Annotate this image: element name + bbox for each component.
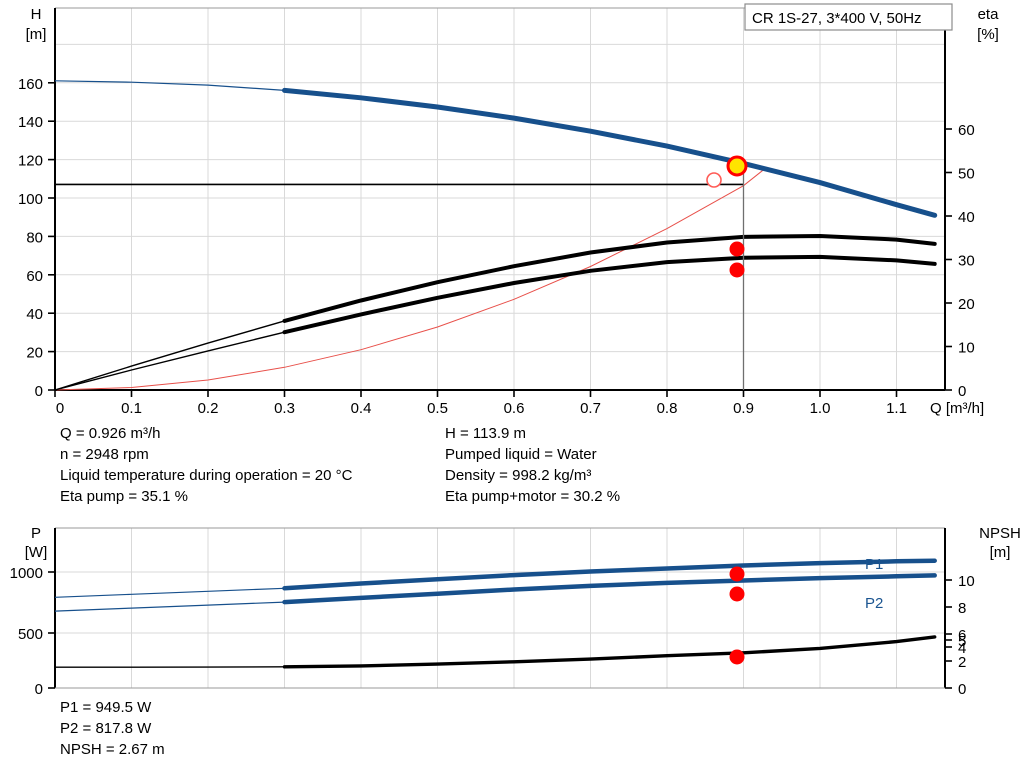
top-y-axis-title-line2: [m] — [26, 26, 47, 43]
duty-info-left-0: Q = 0.926 m³/h — [60, 425, 160, 442]
top-y-tick-40: 40 — [26, 306, 43, 323]
top-chart-right-ticks — [945, 128, 952, 391]
eta-pump-motor-curve — [282, 254, 937, 335]
bottom-right-tick-2: 2 — [958, 654, 966, 671]
p1-curve — [282, 558, 937, 591]
bottom-chart-right-ticks — [945, 579, 952, 689]
p2-curve-thin — [54, 601, 285, 612]
npsh-point-marker[interactable] — [729, 649, 745, 665]
bottom-chart: 0 500 1000 P [W] 0 2 4 5 6 8 10 NPSH [m] — [10, 525, 1021, 698]
bottom-right-tick-8: 8 — [958, 600, 966, 617]
chart-title-box — [744, 3, 953, 31]
eta-pump-motor-point-marker[interactable] — [729, 262, 745, 278]
duty-info-left-1: n = 2948 rpm — [60, 446, 149, 463]
top-right-tick-0: 0 — [958, 383, 966, 400]
top-y-tick-140: 140 — [18, 114, 43, 131]
bottom-right-axis-title-line1: NPSH — [979, 525, 1021, 542]
top-x-tick-06: 0.6 — [504, 400, 525, 417]
top-right-tick-30: 30 — [958, 253, 975, 270]
top-x-tick-02: 0.2 — [198, 400, 219, 417]
top-right-tick-50: 50 — [958, 166, 975, 183]
top-y-tick-160: 160 — [18, 76, 43, 93]
duty-info-left-2: Liquid temperature during operation = 20… — [60, 467, 353, 484]
top-y-tick-80: 80 — [26, 229, 43, 246]
bottom-right-tick-6: 6 — [958, 627, 966, 644]
bottom-chart-grid-vertical — [131, 528, 897, 688]
bottom-y-tick-0: 0 — [35, 681, 43, 698]
top-chart-grid-vertical — [131, 8, 897, 390]
duty-info-right-3: Eta pump+motor = 30.2 % — [445, 488, 620, 505]
top-x-tick-07: 0.7 — [580, 400, 601, 417]
eta-pump-point-marker[interactable] — [729, 241, 745, 257]
bottom-y-tick-1000: 1000 — [10, 565, 43, 582]
bottom-right-axis-title-line2: [m] — [990, 544, 1011, 561]
top-chart-x-ticks — [54, 390, 898, 397]
top-y-tick-100: 100 — [18, 191, 43, 208]
head-curve — [282, 87, 938, 218]
top-x-tick-11: 1.1 — [886, 400, 907, 417]
top-x-tick-08: 0.8 — [657, 400, 678, 417]
power-info-0: P1 = 949.5 W — [60, 699, 152, 716]
top-x-tick-04: 0.4 — [351, 400, 372, 417]
top-x-tick-10: 1.0 — [810, 400, 831, 417]
duty-info-right-1: Pumped liquid = Water — [445, 446, 597, 463]
bottom-right-tick-5: 5 — [958, 633, 966, 650]
bottom-right-tick-10: 10 — [958, 573, 975, 590]
eta-pump-curve-outline — [284, 235, 935, 322]
top-x-tick-09: 0.9 — [733, 400, 754, 417]
bottom-y-tick-500: 500 — [18, 626, 43, 643]
duty-point-marker[interactable] — [726, 155, 748, 177]
top-right-tick-60: 60 — [958, 122, 975, 139]
npsh-curve — [282, 635, 937, 669]
bottom-y-axis-title-line1: P — [31, 525, 41, 542]
top-right-tick-10: 10 — [958, 340, 975, 357]
top-y-tick-60: 60 — [26, 268, 43, 285]
top-x-tick-05: 0.5 — [427, 400, 448, 417]
duty-info-right-2: Density = 998.2 kg/m³ — [445, 467, 591, 484]
head-curve-thin — [54, 80, 285, 91]
top-chart-left-ticks — [48, 82, 55, 391]
top-y-tick-120: 120 — [18, 153, 43, 170]
top-y-axis-title-line1: H — [31, 6, 42, 23]
power-info-1: P2 = 817.8 W — [60, 720, 152, 737]
top-x-tick-0: 0 — [56, 400, 64, 417]
p1-curve-thin — [54, 587, 285, 598]
top-right-tick-40: 40 — [958, 209, 975, 226]
bottom-y-axis-title-line2: [W] — [25, 544, 48, 561]
top-x-axis-title: Q [m³/h] — [930, 400, 984, 417]
bottom-right-tick-0: 0 — [958, 681, 966, 698]
power-info-block: P1 = 949.5 W P2 = 817.8 W NPSH = 2.67 m — [60, 699, 165, 758]
p2-point-marker[interactable] — [729, 586, 745, 602]
eta-pump-motor-curve-thin — [54, 331, 285, 391]
top-right-axis-title-line2: [%] — [977, 26, 999, 43]
duty-info-block: Q = 0.926 m³/h n = 2948 rpm Liquid tempe… — [60, 425, 620, 505]
bottom-chart-grid-horizontal — [55, 571, 945, 634]
chart-title-label: CR 1S-27, 3*400 V, 50Hz — [752, 10, 922, 27]
top-right-axis-title-line1: eta — [978, 6, 1000, 23]
top-x-tick-03: 0.3 — [274, 400, 295, 417]
p1-point-marker[interactable] — [729, 566, 745, 582]
top-x-tick-01: 0.1 — [121, 400, 142, 417]
p2-curve-label: P2 — [865, 595, 883, 612]
top-y-tick-0: 0 — [35, 383, 43, 400]
power-info-2: NPSH = 2.67 m — [60, 741, 165, 758]
bottom-chart-left-ticks — [48, 571, 55, 689]
system-curve-open-marker — [706, 172, 722, 188]
duty-info-right-0: H = 113.9 m — [445, 425, 526, 442]
duty-info-left-3: Eta pump = 35.1 % — [60, 488, 188, 505]
p2-curve — [282, 573, 937, 605]
p1-curve-label: P1 — [865, 556, 883, 573]
top-chart: 0 20 40 60 80 100 120 140 160 H [m] 0 0. — [18, 3, 1000, 417]
top-y-tick-20: 20 — [26, 345, 43, 362]
top-chart-grid-horizontal — [55, 43, 945, 391]
bottom-right-tick-4: 4 — [958, 640, 966, 657]
top-right-tick-20: 20 — [958, 296, 975, 313]
system-curve — [54, 169, 764, 391]
eta-pump-curve-thin — [54, 320, 285, 391]
